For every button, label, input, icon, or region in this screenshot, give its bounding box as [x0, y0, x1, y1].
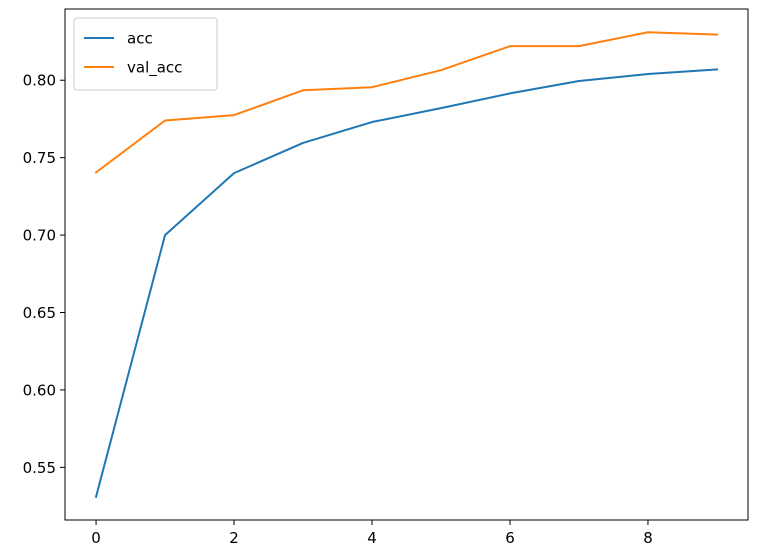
legend-label-acc: acc [127, 30, 153, 48]
legend-frame [73, 17, 218, 91]
x-axis: 0 2 4 6 8 [91, 520, 653, 547]
x-tick-label: 0 [91, 529, 101, 547]
legend-label-val-acc: val_acc [127, 59, 182, 78]
y-tick-label: 0.55 [23, 459, 56, 477]
x-tick-label: 8 [643, 529, 653, 547]
plot-frame [64, 8, 749, 521]
series-layer [94, 31, 719, 498]
y-tick-label: 0.60 [23, 381, 56, 399]
y-tick-label: 0.65 [23, 304, 56, 322]
x-tick-label: 6 [505, 529, 515, 547]
y-tick-label: 0.80 [23, 72, 56, 90]
x-tick-label: 4 [367, 529, 377, 547]
y-axis: 0.55 0.60 0.65 0.70 0.75 0.80 [23, 72, 65, 477]
series-line-acc [94, 68, 719, 498]
y-tick-label: 0.75 [23, 149, 56, 167]
y-tick-label: 0.70 [23, 227, 56, 245]
x-tick-label: 2 [229, 529, 239, 547]
legend: acc val_acc [73, 17, 218, 91]
series-line-val-acc [94, 31, 718, 174]
